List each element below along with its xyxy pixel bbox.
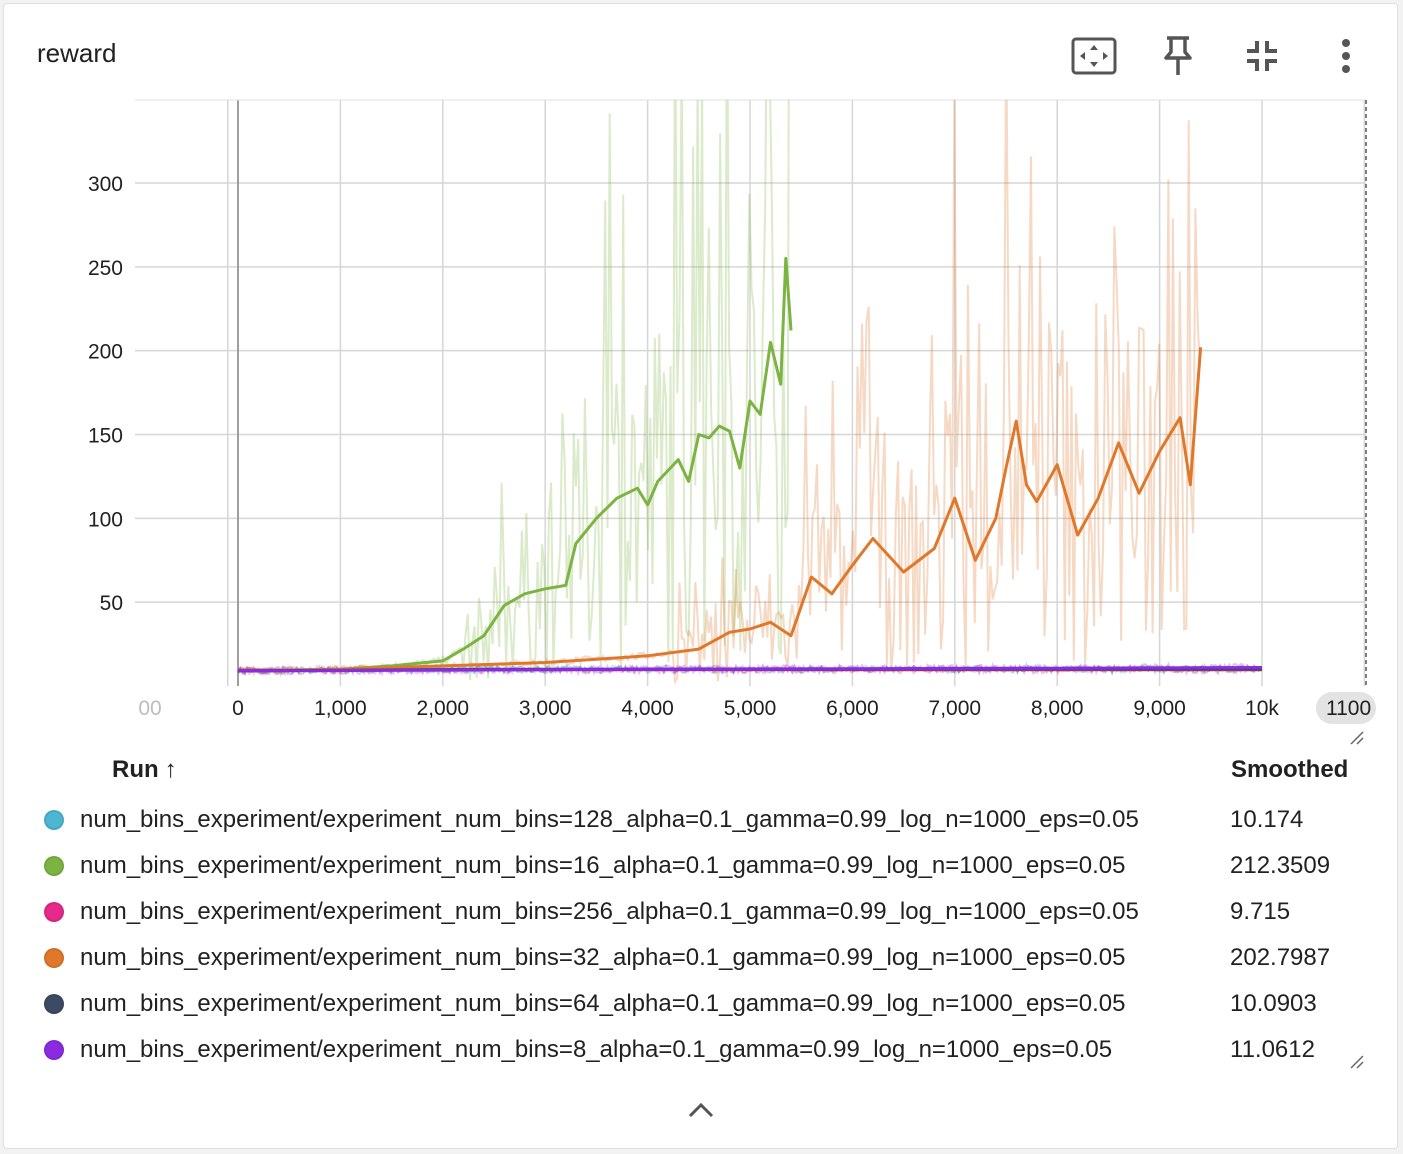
legend-row[interactable]: num_bins_experiment/experiment_num_bins=… [40, 935, 1370, 981]
x-tick-label: 1,000 [314, 697, 367, 720]
x-tick-label: 3,000 [519, 697, 572, 720]
smoothed-value: 202.7987 [1230, 944, 1331, 971]
x-tick-label: 1100 [1326, 697, 1371, 720]
fit-to-data-icon [1071, 37, 1117, 75]
legend-row[interactable]: num_bins_experiment/experiment_num_bins=… [40, 1027, 1370, 1073]
grid-lines [135, 100, 1366, 686]
plot-area [237, 100, 1263, 685]
x-tick-label: 6,000 [826, 697, 879, 720]
series-color-swatch [44, 1040, 64, 1060]
x-tick-label: 7,000 [929, 697, 982, 720]
legend-row[interactable]: num_bins_experiment/experiment_num_bins=… [40, 797, 1370, 843]
x-axis: 00 0 1,000 2,000 3,000 4,000 5,000 6,000 7,000 8,… [138, 697, 1371, 720]
series-color-swatch [44, 856, 64, 876]
legend-row[interactable]: num_bins_experiment/experiment_num_bins=… [40, 843, 1370, 889]
x-tick-label: 4,000 [621, 697, 674, 720]
more-vert-icon [1342, 39, 1350, 73]
card-toolbar [1071, 34, 1369, 78]
series-smoothed-line-5[interactable] [237, 666, 1263, 673]
smoothed-column-header: Smoothed [1231, 756, 1349, 783]
x-tick-label: 5,000 [724, 697, 777, 720]
y-axis: 50 100 150 200 250 300 [88, 173, 123, 615]
legend-row[interactable]: num_bins_experiment/experiment_num_bins=… [40, 981, 1370, 1027]
legend-resize-handle[interactable] [1349, 1054, 1365, 1070]
collapse-card-button[interactable] [1239, 34, 1285, 78]
run-header-label: Run [112, 756, 159, 783]
x-tick-label: 0 [232, 697, 244, 720]
run-name: num_bins_experiment/experiment_num_bins=… [80, 806, 1139, 833]
smoothed-value: 212.3509 [1230, 852, 1331, 879]
series-color-swatch [44, 994, 64, 1014]
x-tick-label: 8,000 [1031, 697, 1084, 720]
x-tick-label: 10k [1245, 697, 1279, 720]
sort-ascending-icon: ↑ [164, 756, 177, 783]
series-color-swatch [44, 810, 64, 830]
expand-less-icon[interactable] [686, 1098, 716, 1122]
legend-row[interactable]: num_bins_experiment/experiment_num_bins=… [40, 889, 1370, 935]
x-tick-label: 9,000 [1133, 697, 1186, 720]
run-name: num_bins_experiment/experiment_num_bins=… [80, 852, 1126, 879]
smoothed-value: 11.0612 [1230, 1036, 1315, 1063]
y-tick-label: 150 [88, 425, 123, 448]
smoothed-value: 10.174 [1230, 806, 1304, 833]
series-color-swatch [44, 948, 64, 968]
scalar-card: reward [3, 3, 1398, 1149]
collapse-card-icon [1247, 41, 1277, 71]
x-tick-label: 2,000 [417, 697, 470, 720]
pin-button[interactable] [1155, 34, 1201, 78]
smoothed-value: 10.0903 [1230, 990, 1317, 1017]
run-name: num_bins_experiment/experiment_num_bins=… [80, 990, 1126, 1017]
run-column-header[interactable]: Run ↑ [112, 756, 177, 784]
series-smoothed-line-1[interactable] [237, 256, 793, 673]
card-title: reward [37, 38, 117, 68]
legend-table: num_bins_experiment/experiment_num_bins=… [40, 797, 1370, 1073]
run-name: num_bins_experiment/experiment_num_bins=… [80, 1036, 1113, 1063]
x-tick-label: 00 [138, 697, 161, 720]
y-tick-label: 200 [88, 341, 123, 364]
y-tick-label: 50 [100, 592, 123, 615]
run-name: num_bins_experiment/experiment_num_bins=… [80, 898, 1139, 925]
run-name: num_bins_experiment/experiment_num_bins=… [80, 944, 1126, 971]
x-axis-scroll-hint [1316, 692, 1376, 724]
y-tick-label: 100 [88, 508, 123, 531]
y-tick-label: 300 [88, 173, 123, 196]
series-color-swatch [44, 902, 64, 922]
series-smoothed-line-3[interactable] [237, 347, 1203, 673]
smoothed-value: 9.715 [1230, 898, 1291, 925]
chart-resize-handle[interactable] [1349, 730, 1365, 746]
y-tick-label: 250 [88, 257, 123, 280]
series-raw-line-1 [237, 100, 790, 680]
fit-to-data-button[interactable] [1071, 34, 1117, 78]
more-options-button[interactable] [1323, 34, 1369, 78]
pin-icon [1164, 36, 1192, 75]
